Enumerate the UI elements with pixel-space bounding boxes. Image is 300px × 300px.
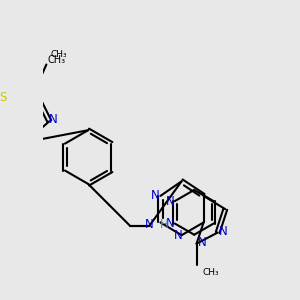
Text: CH₃: CH₃ xyxy=(51,50,68,58)
Text: H: H xyxy=(160,218,169,231)
Text: S: S xyxy=(0,91,7,104)
Text: N: N xyxy=(151,189,159,203)
Text: N: N xyxy=(49,113,57,126)
Text: N: N xyxy=(219,225,228,239)
Text: N: N xyxy=(197,236,206,249)
Text: N: N xyxy=(144,218,153,231)
Text: N: N xyxy=(174,229,182,242)
Text: N: N xyxy=(166,217,175,230)
Text: CH₃: CH₃ xyxy=(48,55,66,65)
Text: CH₃: CH₃ xyxy=(202,268,219,278)
Text: N: N xyxy=(166,195,175,208)
